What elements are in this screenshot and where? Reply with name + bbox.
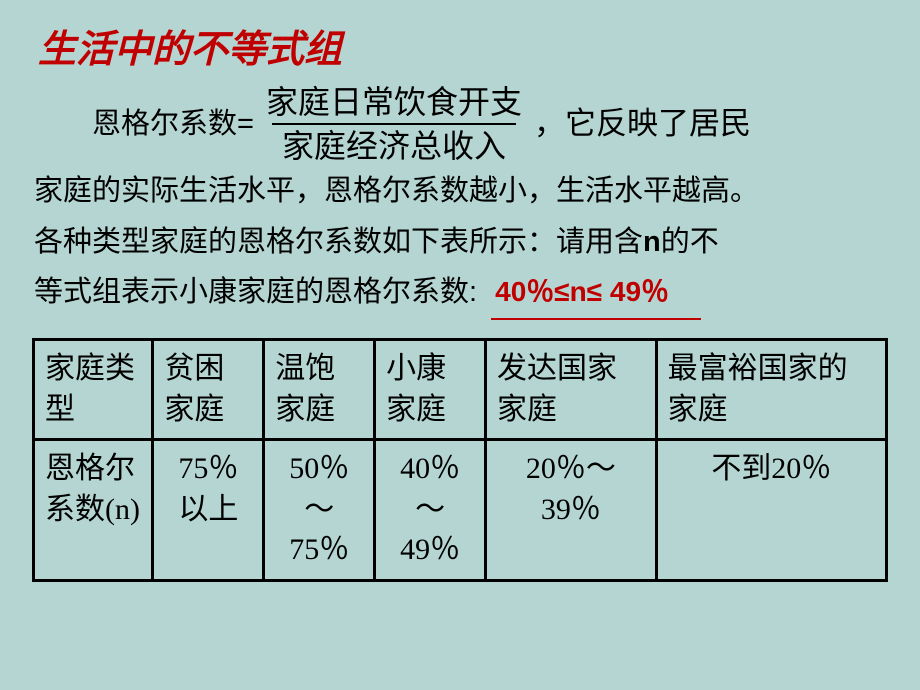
col-header-developed: 发达国家家庭 <box>486 340 657 440</box>
fraction: 家庭日常饮食开支 家庭经济总收入 <box>256 83 532 166</box>
body-line-2: 家庭的实际生活水平，恩格尔系数越小，生活水平越高。 <box>34 166 886 217</box>
fraction-denominator: 家庭经济总收入 <box>272 123 516 165</box>
body-line-4: 等式组表示小康家庭的恩格尔系数: 40％≤n≤ 49％ <box>34 267 886 320</box>
col-header-welloff: 小康家庭 <box>375 340 486 440</box>
formula-line: 恩格尔系数= 家庭日常饮食开支 家庭经济总收入 ，它反映了居民 <box>34 83 886 166</box>
table-data-row: 恩格尔系数(n) 75％以上 50％～75％ 40％～49％ 20％～39％ 不… <box>34 440 887 581</box>
col-header-poor: 贫困家庭 <box>153 340 264 440</box>
col-header-type: 家庭类型 <box>34 340 153 440</box>
body-line-3: 各种类型家庭的恩格尔系数如下表所示：请用含n的不 <box>34 217 886 268</box>
answer-blank: 40％≤n≤ 49％ <box>491 267 701 320</box>
formula-label: 恩格尔系数= <box>92 99 254 150</box>
row-label: 恩格尔系数(n) <box>34 440 153 581</box>
variable-n: n <box>643 226 661 258</box>
value-richest: 不到20％ <box>656 440 886 581</box>
value-poor: 75％以上 <box>153 440 264 581</box>
value-developed: 20％～39％ <box>486 440 657 581</box>
fraction-numerator: 家庭日常饮食开支 <box>256 83 532 123</box>
engel-table-wrap: 家庭类型 贫困家庭 温饱家庭 小康家庭 发达国家家庭 最富裕国家的家庭 恩格尔系… <box>0 320 920 582</box>
body-text: 恩格尔系数= 家庭日常饮食开支 家庭经济总收入 ，它反映了居民 家庭的实际生活水… <box>0 73 920 320</box>
text-after-fraction: ，它反映了居民 <box>534 97 751 151</box>
table-header-row: 家庭类型 贫困家庭 温饱家庭 小康家庭 发达国家家庭 最富裕国家的家庭 <box>34 340 887 440</box>
value-welloff: 40％～49％ <box>375 440 486 581</box>
engel-table: 家庭类型 贫困家庭 温饱家庭 小康家庭 发达国家家庭 最富裕国家的家庭 恩格尔系… <box>32 338 888 582</box>
value-basic: 50％～75％ <box>264 440 375 581</box>
col-header-richest: 最富裕国家的家庭 <box>656 340 886 440</box>
page-title: 生活中的不等式组 <box>0 0 920 73</box>
col-header-basic: 温饱家庭 <box>264 340 375 440</box>
